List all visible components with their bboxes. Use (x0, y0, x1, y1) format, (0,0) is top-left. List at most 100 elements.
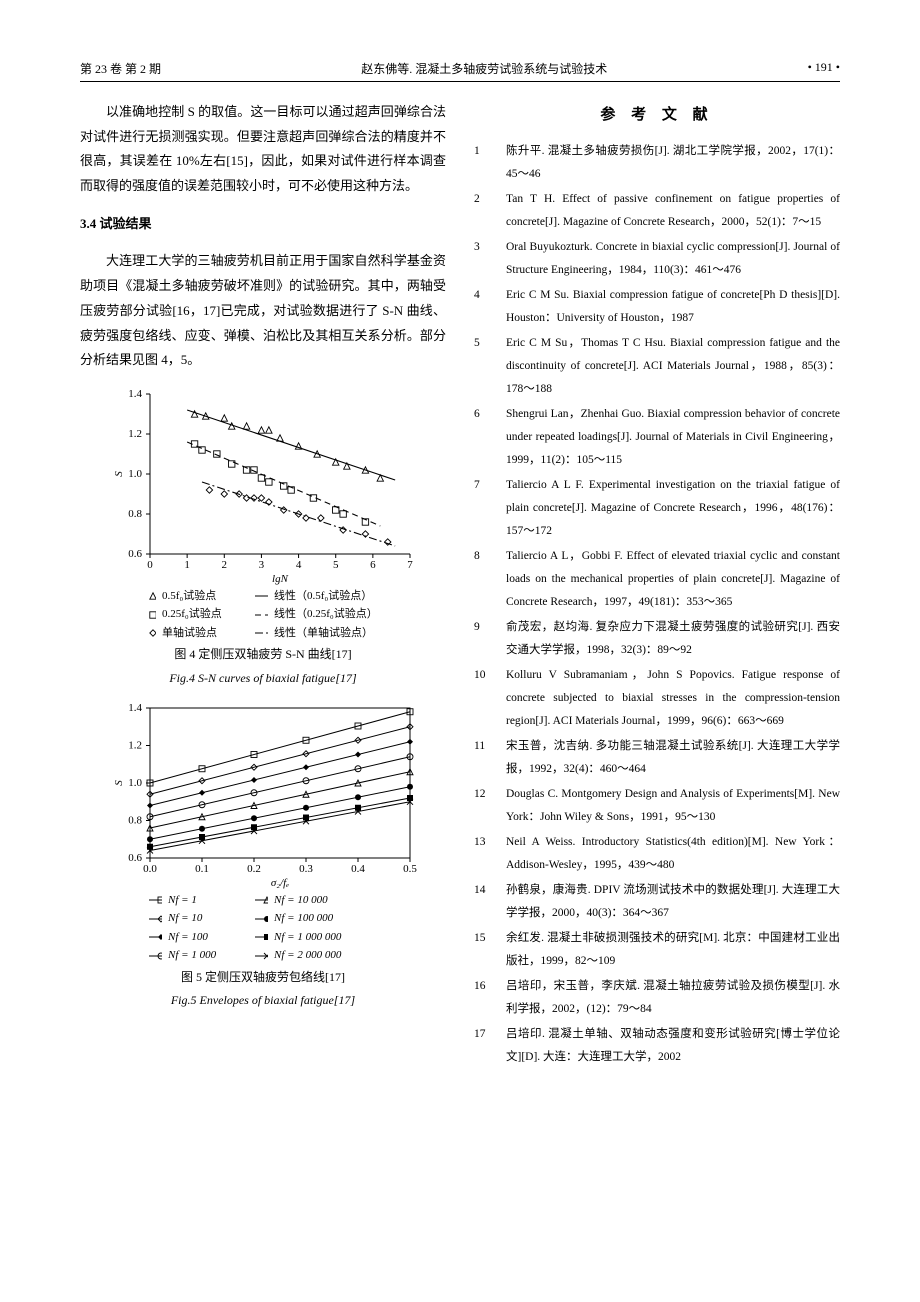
svg-text:σ₂/fₑ: σ₂/fₑ (271, 877, 289, 889)
fig5-caption-cn: 图 5 定侧压双轴疲劳包络线[17] (108, 968, 418, 987)
reference-text: 余红发. 混凝土非破损测强技术的研究[M]. 北京：中国建材工业出版社，1999… (506, 927, 840, 973)
svg-text:2: 2 (222, 559, 228, 571)
reference-item: 14孙鹤泉，康海贵. DPIV 流场测试技术中的数据处理[J]. 大连理工大学学… (474, 879, 840, 925)
reference-item: 8Taliercio A L，Gobbi F. Effect of elevat… (474, 545, 840, 614)
svg-text:5: 5 (333, 559, 339, 571)
legend-symbol (148, 949, 162, 963)
legend-symbol (254, 608, 268, 622)
reference-number: 1 (474, 140, 492, 186)
fig4-caption-en: Fig.4 S-N curves of biaxial fatigue[17] (108, 669, 418, 688)
fig5-legend: Nf = 1Nf = 10 000Nf = 10Nf = 100 000Nf =… (108, 892, 418, 964)
reference-text: Taliercio A L F. Experimental investigat… (506, 474, 840, 543)
reference-number: 16 (474, 975, 492, 1021)
reference-item: 3Oral Buyukozturk. Concrete in biaxial c… (474, 236, 840, 282)
reference-text: 孙鹤泉，康海贵. DPIV 流场测试技术中的数据处理[J]. 大连理工大学学报，… (506, 879, 840, 925)
reference-number: 7 (474, 474, 492, 543)
two-columns: 以准确地控制 S 的取值。这一目标可以通过超声回弹综合法对试件进行无损测强实现。… (80, 100, 840, 1071)
para-2: 大连理工大学的三轴疲劳机目前正用于国家自然科学基金资助项目《混凝土多轴疲劳破坏准… (80, 249, 446, 372)
legend-label: 0.25f₀试验点 (162, 606, 248, 623)
reference-item: 5Eric C M Su，Thomas T C Hsu. Biaxial com… (474, 332, 840, 401)
legend-label: Nf = 2 000 000 (274, 947, 384, 964)
svg-text:1.4: 1.4 (128, 388, 142, 400)
svg-text:0.5: 0.5 (403, 863, 417, 875)
legend-symbol (254, 893, 268, 907)
reference-item: 17吕培印. 混凝土单轴、双轴动态强度和变形试验研究[博士学位论文][D]. 大… (474, 1023, 840, 1069)
header-left: 第 23 卷 第 2 期 (80, 60, 161, 77)
legend-symbol (254, 949, 268, 963)
svg-text:0.0: 0.0 (143, 863, 157, 875)
svg-text:6: 6 (370, 559, 376, 571)
legend-symbol (142, 626, 156, 640)
reference-number: 15 (474, 927, 492, 973)
svg-text:0.6: 0.6 (128, 548, 142, 560)
reference-number: 8 (474, 545, 492, 614)
fig4-legend: 0.5f₀试验点 线性（0.5f₀试验点） 0.25f₀试验点 线性（0.25f₀试验… (108, 588, 418, 642)
legend-symbol (254, 930, 268, 944)
legend-row: 单轴试验点 线性（单轴试验点） (142, 625, 418, 642)
svg-text:1.0: 1.0 (128, 777, 142, 789)
right-column: 参 考 文 献 1陈升平. 混凝土多轴疲劳损伤[J]. 湖北工学院学报，2002… (474, 100, 840, 1071)
svg-text:S: S (113, 471, 125, 477)
legend-symbol (254, 626, 268, 640)
legend-row: 0.25f₀试验点 线性（0.25f₀试验点） (142, 606, 418, 623)
legend-symbol (254, 912, 268, 926)
reference-text: Shengrui Lan，Zhenhai Guo. Biaxial compre… (506, 403, 840, 472)
legend-label: 线性（单轴试验点） (274, 625, 394, 642)
reference-number: 2 (474, 188, 492, 234)
reference-number: 10 (474, 664, 492, 733)
legend-row: 0.5f₀试验点 线性（0.5f₀试验点） (142, 588, 418, 605)
svg-text:0.1: 0.1 (195, 863, 209, 875)
reference-item: 4Eric C M Su. Biaxial compression fatigu… (474, 284, 840, 330)
reference-text: Eric C M Su，Thomas T C Hsu. Biaxial comp… (506, 332, 840, 401)
legend-label: Nf = 100 000 (274, 910, 384, 927)
reference-text: 俞茂宏，赵均海. 复杂应力下混凝土疲劳强度的试验研究[J]. 西安交通大学学报，… (506, 616, 840, 662)
legend-label: Nf = 1 000 000 (274, 929, 384, 946)
references-list: 1 陈升平. 混凝土多轴疲劳损伤[J]. 湖北工学院学报，2002，17(1)：4… (474, 140, 840, 1069)
legend-label: 线性（0.25f₀试验点） (274, 606, 394, 623)
reference-text: Oral Buyukozturk. Concrete in biaxial cy… (506, 236, 840, 282)
reference-number: 17 (474, 1023, 492, 1069)
legend-symbol (148, 893, 162, 907)
left-column: 以准确地控制 S 的取值。这一目标可以通过超声回弹综合法对试件进行无损测强实现。… (80, 100, 446, 1071)
legend-label: 线性（0.5f₀试验点） (274, 588, 394, 605)
reference-item: 2 Tan T H. Effect of passive confinement … (474, 188, 840, 234)
legend-label: Nf = 10 (168, 910, 248, 927)
legend-row: Nf = 10 Nf = 100 000 (148, 910, 418, 927)
svg-text:7: 7 (407, 559, 413, 571)
reference-text: Kolluru V Subramaniam，John S Popovics. F… (506, 664, 840, 733)
legend-symbol (142, 608, 156, 622)
svg-text:0.6: 0.6 (128, 852, 142, 864)
reference-item: 7Taliercio A L F. Experimental investiga… (474, 474, 840, 543)
fig5-caption-en: Fig.5 Envelopes of biaxial fatigue[17] (108, 991, 418, 1010)
svg-text:1.2: 1.2 (128, 739, 142, 751)
figure-4: 012345670.60.81.01.21.4lgNS 0.5f₀试验点线性（0… (108, 386, 418, 688)
reference-text: 宋玉普，沈吉纳. 多功能三轴混凝土试验系统[J]. 大连理工大学学报，1992，… (506, 735, 840, 781)
legend-symbol (148, 930, 162, 944)
svg-text:1.2: 1.2 (128, 428, 142, 440)
legend-row: Nf = 1 000 Nf = 2 000 000 (148, 947, 418, 964)
reference-text: Tan T H. Effect of passive confinement o… (506, 188, 840, 234)
reference-item: 6Shengrui Lan，Zhenhai Guo. Biaxial compr… (474, 403, 840, 472)
legend-label: Nf = 10 000 (274, 892, 384, 909)
svg-text:S: S (113, 780, 125, 786)
svg-text:0: 0 (147, 559, 153, 571)
reference-text: Neil A Weiss. Introductory Statistics(4t… (506, 831, 840, 877)
fig5-chart: 0.00.10.20.30.40.50.60.81.01.21.4σ₂/fₑS (108, 700, 418, 890)
svg-text:1: 1 (184, 559, 190, 571)
legend-label: 单轴试验点 (162, 625, 248, 642)
reference-number: 4 (474, 284, 492, 330)
svg-text:0.8: 0.8 (128, 814, 142, 826)
header-right: • 191 • (808, 60, 840, 77)
figure-5: 0.00.10.20.30.40.50.60.81.01.21.4σ₂/fₑS … (108, 700, 418, 1010)
legend-label: Nf = 100 (168, 929, 248, 946)
legend-label: 0.5f₀试验点 (162, 588, 248, 605)
reference-item: 13Neil A Weiss. Introductory Statistics(… (474, 831, 840, 877)
reference-item: 15 余红发. 混凝土非破损测强技术的研究[M]. 北京：中国建材工业出版社，19… (474, 927, 840, 973)
para-1: 以准确地控制 S 的取值。这一目标可以通过超声回弹综合法对试件进行无损测强实现。… (80, 100, 446, 199)
legend-row: Nf = 1Nf = 10 000 (148, 892, 418, 909)
svg-text:lgN: lgN (272, 573, 289, 585)
page: 第 23 卷 第 2 期 赵东佛等. 混凝土多轴疲劳试验系统与试验技术 • 19… (0, 0, 920, 1302)
reference-number: 12 (474, 783, 492, 829)
reference-text: 陈升平. 混凝土多轴疲劳损伤[J]. 湖北工学院学报，2002，17(1)：45… (506, 140, 840, 186)
legend-label: Nf = 1 000 (168, 947, 248, 964)
